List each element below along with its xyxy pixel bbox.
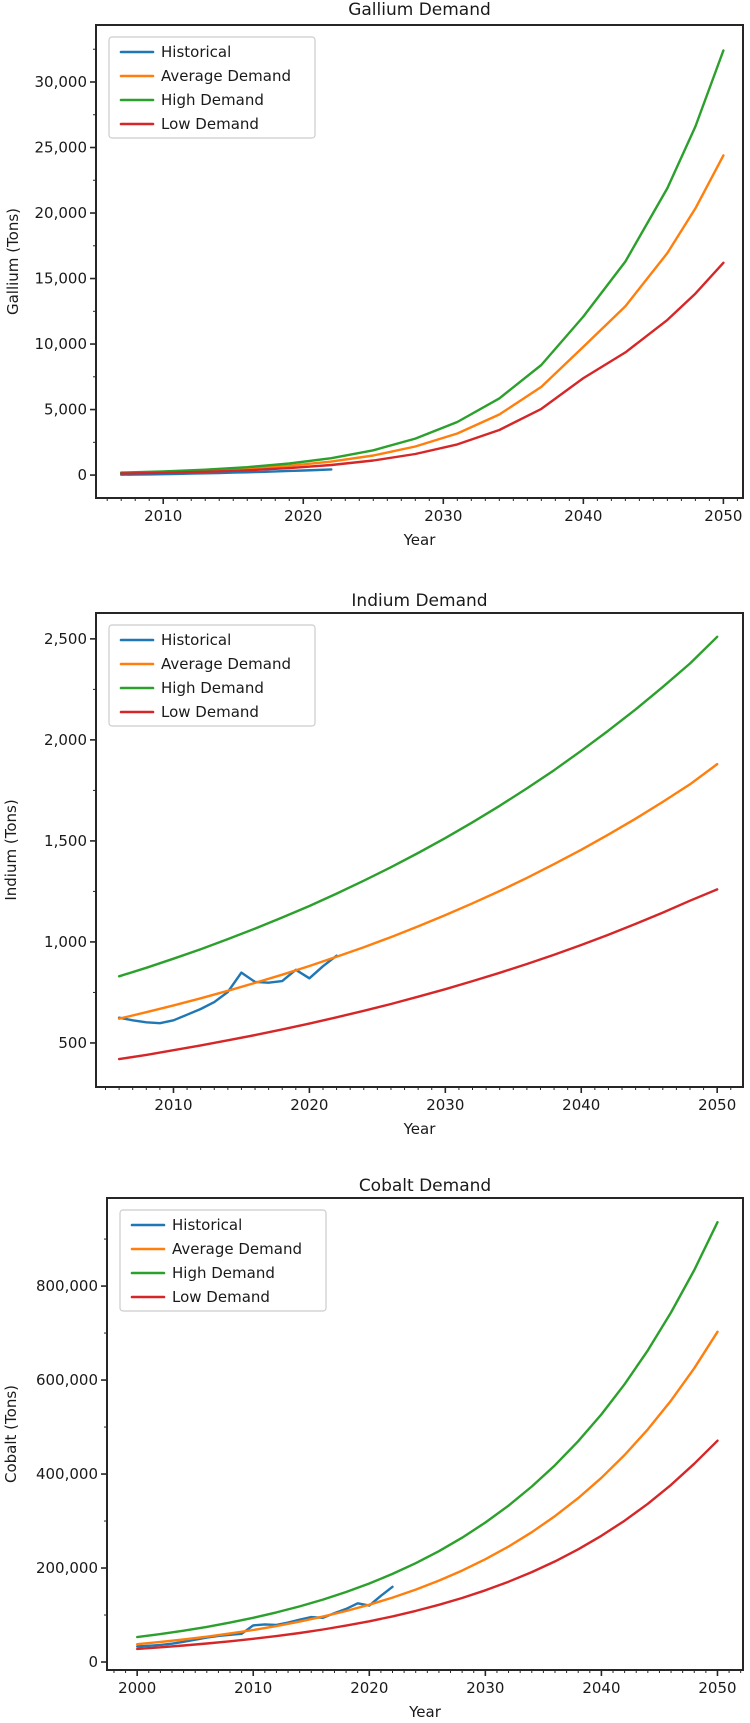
legend-label: Low Demand [161,115,259,133]
y-tick-label: 200,000 [36,1559,98,1577]
y-tick-label: 10,000 [35,335,88,353]
chart-gallium: Gallium Demand Year Gallium (Tons) 2010 2020… [4,0,744,549]
x-tick-label: 2030 [466,1679,504,1697]
series-cobalt-historical [135,1585,394,1648]
y-tick-label: 5,000 [44,401,87,419]
x-tick-label: 2040 [562,1096,600,1114]
x-tick-label: 2020 [284,507,322,525]
y-tick-label: 20,000 [35,204,88,222]
legend-label: Historical [161,631,231,649]
x-axis-label-cobalt: Year [408,1703,442,1721]
legend-item-historical: Historical [119,43,231,61]
series-cobalt-average [135,1330,719,1646]
legend-label: Low Demand [172,1288,270,1306]
x-tick-label: 2010 [154,1096,192,1114]
y-axis-label-gallium: Gallium (Tons) [4,208,22,315]
y-tick-label: 15,000 [35,270,88,288]
plot-border-cobalt [106,1197,744,1671]
legend-label: Historical [172,1216,242,1234]
legend-item-high: High Demand [119,679,264,697]
y-tick-label: 30,000 [35,73,88,91]
legend-cobalt: Historical Average Demand High Demand Low D… [119,1209,327,1312]
series-cobalt-low [135,1439,719,1651]
x-tick-label: 2030 [424,507,462,525]
plot-border-gallium [95,24,744,499]
y-tick-label: 2,500 [44,630,87,648]
x-tick-label: 2010 [144,507,182,525]
x-tick-label: 2050 [704,507,742,525]
legend-box [108,624,316,727]
y-tick-label: 1,500 [44,832,87,850]
legend-box [119,1209,327,1312]
legend-item-historical: Historical [119,631,231,649]
series-indium-low [117,888,719,1061]
chart-title-cobalt: Cobalt Demand [359,1176,491,1196]
x-axis-label-indium: Year [403,1120,437,1138]
chart-title-gallium: Gallium Demand [348,0,491,20]
y-tick-label: 600,000 [36,1371,98,1389]
y-tick-label: 0 [88,1653,98,1671]
y-axis-indium: 500 1,000 1,500 2,000 2,500 [44,630,96,1052]
x-tick-label: 2040 [564,507,602,525]
x-tick-label: 2030 [426,1096,464,1114]
y-tick-label: 2,000 [44,731,87,749]
legend-label: Low Demand [161,703,259,721]
legend-item-low: Low Demand [130,1288,270,1306]
series-gallium-average [119,154,725,475]
series-cobalt-high [135,1221,719,1639]
x-axis-label-gallium: Year [403,531,437,549]
x-tick-label: 2020 [290,1096,328,1114]
y-axis-cobalt: 0 200,000 400,000 600,000 800,000 [36,1238,107,1671]
y-tick-label: 800,000 [36,1277,98,1295]
legend-item-average: Average Demand [119,655,291,673]
legend-item-high: High Demand [130,1264,275,1282]
series-gallium-low [119,261,725,475]
y-axis-label-cobalt: Cobalt (Tons) [2,1385,20,1483]
x-tick-label: 2020 [350,1679,388,1697]
x-axis-cobalt: 2000 2010 2020 2030 2040 2050 [113,1670,742,1697]
legend-gallium: Historical Average Demand High Demand Low D… [108,36,316,139]
y-tick-label: 0 [77,466,87,484]
series-indium-high [117,635,719,978]
y-tick-label: 25,000 [35,139,88,157]
x-tick-label: 2010 [234,1679,272,1697]
x-tick-label: 2050 [698,1679,736,1697]
x-tick-label: 2050 [698,1096,736,1114]
legend-label: High Demand [161,679,264,697]
legend-item-average: Average Demand [119,67,291,85]
legend-item-low: Low Demand [119,115,259,133]
series-indium-average [117,762,719,1020]
chart-title-indium: Indium Demand [351,591,487,611]
legend-label: Average Demand [161,67,291,85]
x-tick-label: 2000 [118,1679,156,1697]
y-tick-label: 400,000 [36,1465,98,1483]
x-tick-label: 2040 [582,1679,620,1697]
y-tick-label: 1,000 [44,933,87,951]
plot-border-indium [95,612,744,1088]
legend-box [108,36,316,139]
series-gallium-high [119,49,725,474]
legend-label: Average Demand [161,655,291,673]
legend-label: High Demand [161,91,264,109]
series-gallium-historical [119,468,333,476]
legend-indium: Historical Average Demand High Demand Low D… [108,624,316,727]
legend-label: Historical [161,43,231,61]
legend-item-high: High Demand [119,91,264,109]
x-axis-gallium: 2010 2020 2030 2040 2050 [106,498,742,525]
y-axis-gallium: 0 5,000 10,000 15,000 20,000 25,000 30,000 [35,48,96,484]
legend-item-low: Low Demand [119,703,259,721]
legend-item-average: Average Demand [130,1240,302,1258]
y-tick-label: 500 [58,1034,87,1052]
x-axis-indium: 2010 2020 2030 2040 2050 [105,1087,736,1114]
legend-label: High Demand [172,1264,275,1282]
legend-label: Average Demand [172,1240,302,1258]
legend-item-historical: Historical [130,1216,242,1234]
y-axis-label-indium: Indium (Tons) [2,799,20,900]
